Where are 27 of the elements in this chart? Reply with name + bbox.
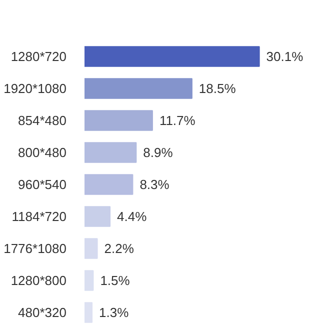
data-label: 8.3%: [140, 177, 170, 192]
data-label: 2.2%: [104, 241, 134, 256]
bar: [84, 46, 260, 67]
bar: [84, 302, 93, 323]
y-tick-label: 1184*720: [12, 209, 67, 224]
data-label: 30.1%: [266, 49, 304, 64]
bar: [84, 142, 137, 163]
bar: [84, 206, 111, 227]
bar: [84, 238, 98, 259]
bar: [84, 110, 153, 131]
y-tick-label: 1280*720: [10, 49, 67, 64]
data-label: 11.7%: [159, 113, 196, 128]
y-tick-label: 800*480: [18, 145, 67, 160]
bar: [84, 78, 192, 99]
data-label: 1.3%: [99, 305, 130, 320]
bar: [84, 270, 94, 291]
y-tick-label: 1280*800: [10, 273, 67, 288]
y-tick-label: 1776*1080: [4, 241, 67, 256]
y-tick-label: 1920*1080: [4, 81, 67, 96]
data-label: 1.5%: [100, 273, 130, 288]
y-tick-label: 480*320: [18, 305, 67, 320]
y-tick-label: 960*540: [18, 177, 67, 192]
y-tick-label: 854*480: [18, 113, 67, 128]
bar: [84, 174, 134, 195]
data-label: 8.9%: [143, 145, 174, 160]
data-label: 4.4%: [117, 209, 148, 224]
data-label: 18.5%: [198, 81, 236, 96]
